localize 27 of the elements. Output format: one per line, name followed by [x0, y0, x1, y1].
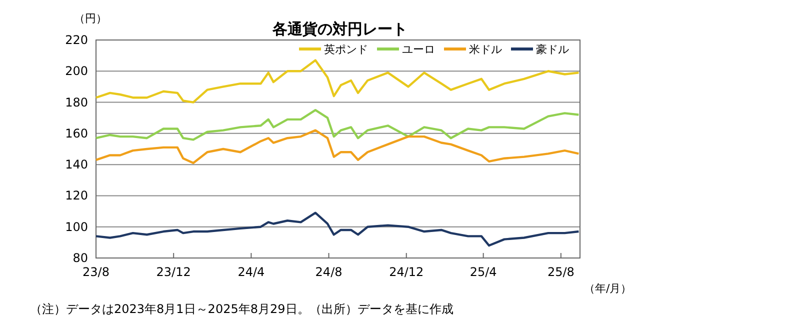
- x-tick-label: 23/8: [82, 265, 110, 279]
- x-tick-label: 25/4: [470, 265, 497, 279]
- y-tick-label: 100: [65, 220, 88, 234]
- line-series: [94, 212, 580, 247]
- y-tick-label: 140: [65, 158, 88, 172]
- legend-label: 米ドル: [469, 43, 502, 56]
- legend-label: 英ポンド: [324, 43, 368, 56]
- y-tick-label: 120: [65, 188, 88, 203]
- y-axis-title: （円）: [74, 12, 107, 25]
- x-tick-label: 24/12: [389, 265, 424, 279]
- line-series: [94, 59, 580, 104]
- legend-label: ユーロ: [402, 43, 435, 56]
- x-tick-label: 24/8: [315, 265, 342, 279]
- x-tick-label: 24/4: [238, 265, 265, 279]
- y-tick-label: 180: [65, 95, 88, 110]
- y-tick-label: 80: [72, 251, 88, 265]
- x-axis-title: （年/月）: [584, 282, 632, 295]
- line-series: [94, 129, 580, 164]
- y-tick-label: 160: [65, 126, 88, 140]
- y-tick-label: 200: [65, 64, 88, 78]
- x-tick-label: 25/8: [547, 265, 574, 279]
- chart-title: 各通貨の対円レート: [272, 20, 408, 38]
- legend-label: 豪ドル: [536, 43, 569, 56]
- line-series: [94, 108, 580, 141]
- x-tick-label: 23/12: [156, 265, 191, 279]
- text: （注）データは2023年8月1日～2025年8月29日。（出所）データを基に作成: [30, 302, 454, 316]
- y-tick-label: 220: [65, 33, 88, 47]
